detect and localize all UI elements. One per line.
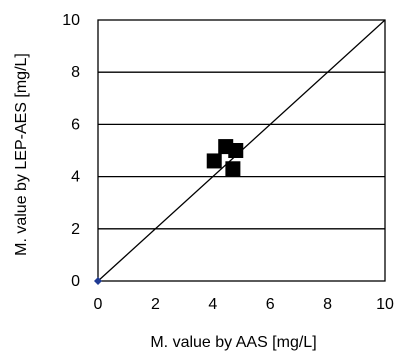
x-tick-label-2: 2 xyxy=(151,296,160,313)
y-tick-label-8: 8 xyxy=(71,64,80,81)
x-tick-label-4: 4 xyxy=(208,296,217,313)
plot-border xyxy=(97,19,386,282)
x-axis-title: M. value by AAS [mg/L] xyxy=(150,334,316,351)
y-axis-title: M. value by LEP-AES [mg/L] xyxy=(13,53,30,256)
data-point-square-4 xyxy=(225,161,241,177)
data-points xyxy=(94,139,244,285)
y-tick-label-0: 0 xyxy=(71,273,80,290)
x-tick-label-0: 0 xyxy=(94,296,103,313)
y-tick-label-6: 6 xyxy=(71,116,80,133)
y-tick-label-10: 10 xyxy=(62,12,80,29)
x-tick-label-6: 6 xyxy=(266,296,275,313)
plot-frame xyxy=(97,19,386,282)
tick-labels: 0 2 4 6 8 10 0 2 4 6 8 10 xyxy=(62,12,394,313)
data-point-diamond-1 xyxy=(94,277,102,285)
y-tick-label-2: 2 xyxy=(71,221,80,238)
y-tick-label-4: 4 xyxy=(71,169,80,186)
data-point-square-3 xyxy=(228,143,244,158)
grid-lines xyxy=(98,71,385,230)
x-tick-label-8: 8 xyxy=(323,296,332,313)
x-tick-label-10: 10 xyxy=(376,296,394,313)
data-point-square-1 xyxy=(206,153,222,169)
